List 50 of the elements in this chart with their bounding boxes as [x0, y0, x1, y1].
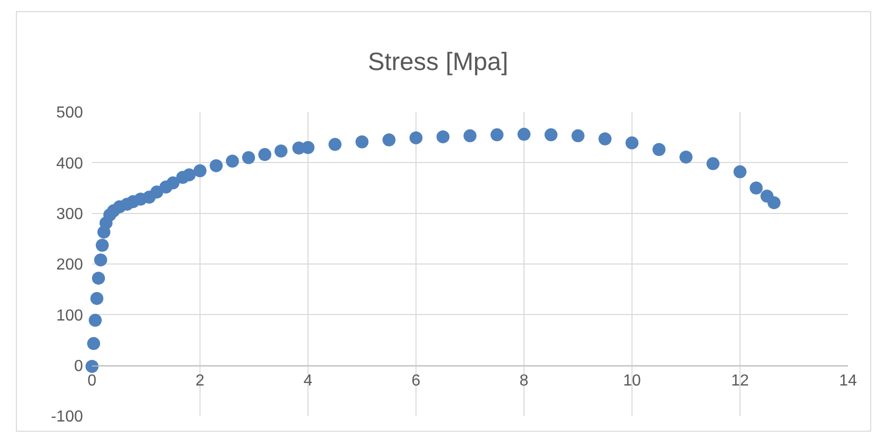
point: [518, 128, 530, 141]
y-tick-label: 300: [56, 206, 84, 223]
point: [598, 132, 612, 146]
point: [274, 144, 288, 158]
x-tick-label: 6: [412, 372, 421, 390]
point: [706, 157, 720, 170]
point: [92, 272, 105, 285]
y-tick-label: 500: [56, 104, 84, 122]
point: [680, 150, 692, 164]
point: [242, 151, 256, 164]
y-tick-label: -100: [50, 408, 84, 426]
x-tick-label: 2: [196, 372, 205, 390]
point: [382, 133, 396, 146]
point: [166, 176, 180, 190]
point: [86, 360, 98, 373]
point: [734, 165, 746, 178]
point: [652, 142, 666, 156]
point: [96, 238, 109, 252]
x-tick-label: 14: [839, 372, 857, 390]
point: [464, 129, 476, 142]
point: [194, 164, 206, 178]
point: [302, 140, 314, 154]
y-tick-label: 200: [56, 256, 84, 274]
chart-title: Stress [Mpa]: [368, 48, 508, 76]
y-tick-label: 400: [56, 155, 84, 172]
point: [226, 154, 239, 168]
point: [210, 159, 223, 172]
x-tick-label: 10: [623, 372, 641, 390]
point: [768, 196, 781, 210]
point: [88, 314, 102, 327]
y-tick-label: 0: [74, 358, 84, 375]
point: [328, 138, 342, 151]
point: [258, 148, 272, 162]
point: [356, 135, 368, 148]
point: [182, 168, 196, 182]
point: [94, 253, 108, 266]
x-tick-label: 12: [731, 372, 749, 390]
y-tick-label: 100: [56, 307, 84, 324]
x-tick-label: 8: [520, 372, 529, 390]
point: [572, 129, 584, 142]
point: [750, 182, 763, 194]
x-tick-label: 4: [304, 372, 313, 390]
point: [626, 136, 638, 150]
x-tick-label: 0: [88, 372, 97, 390]
point: [436, 130, 450, 144]
point: [90, 292, 104, 305]
point: [490, 128, 504, 142]
point: [544, 128, 558, 142]
point: [410, 131, 422, 144]
point: [87, 337, 100, 350]
